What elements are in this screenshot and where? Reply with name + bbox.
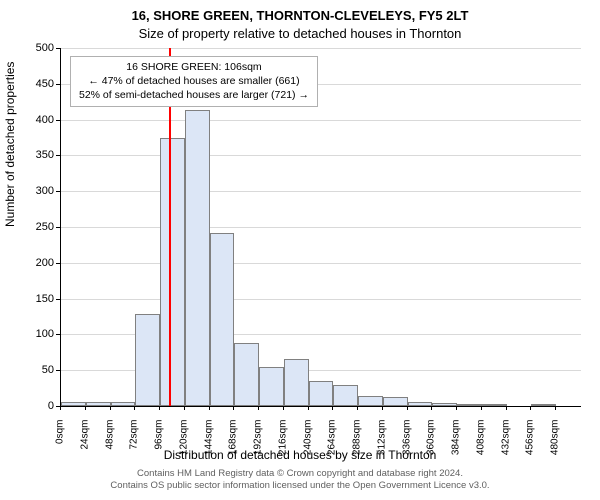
gridline-h bbox=[61, 299, 581, 300]
histogram-bar bbox=[185, 110, 210, 406]
x-tick-mark bbox=[530, 406, 531, 410]
y-tick-label: 300 bbox=[14, 185, 54, 197]
gridline-h bbox=[61, 263, 581, 264]
gridline-h bbox=[61, 191, 581, 192]
histogram-bar bbox=[531, 404, 556, 406]
x-tick-mark bbox=[209, 406, 210, 410]
x-tick-mark bbox=[506, 406, 507, 410]
annotation-line1: 16 SHORE GREEN: 106sqm bbox=[126, 61, 261, 73]
y-tick-mark bbox=[56, 334, 60, 335]
x-tick-label: 24sqm bbox=[79, 420, 90, 470]
gridline-h bbox=[61, 155, 581, 156]
gridline-h bbox=[61, 120, 581, 121]
x-tick-label: 288sqm bbox=[352, 420, 363, 470]
x-tick-mark bbox=[407, 406, 408, 410]
x-tick-label: 0sqm bbox=[55, 420, 66, 470]
histogram-bar bbox=[160, 138, 185, 406]
chart-container: 16, SHORE GREEN, THORNTON-CLEVELEYS, FY5… bbox=[0, 0, 600, 500]
y-tick-mark bbox=[56, 191, 60, 192]
footer-line1: Contains HM Land Registry data © Crown c… bbox=[137, 468, 463, 479]
y-tick-label: 250 bbox=[14, 221, 54, 233]
x-tick-mark bbox=[481, 406, 482, 410]
x-tick-label: 240sqm bbox=[302, 420, 313, 470]
y-tick-label: 350 bbox=[14, 149, 54, 161]
y-tick-mark bbox=[56, 48, 60, 49]
histogram-bar bbox=[284, 359, 309, 406]
x-tick-label: 216sqm bbox=[277, 420, 288, 470]
histogram-bar bbox=[432, 403, 457, 406]
x-tick-label: 360sqm bbox=[426, 420, 437, 470]
histogram-bar bbox=[358, 396, 383, 406]
x-tick-mark bbox=[159, 406, 160, 410]
x-tick-mark bbox=[357, 406, 358, 410]
y-tick-label: 400 bbox=[14, 114, 54, 126]
y-tick-label: 100 bbox=[14, 328, 54, 340]
histogram-bar bbox=[86, 402, 111, 406]
x-tick-label: 72sqm bbox=[129, 420, 140, 470]
x-tick-mark bbox=[134, 406, 135, 410]
x-tick-label: 480sqm bbox=[550, 420, 561, 470]
footer-attribution: Contains HM Land Registry data © Crown c… bbox=[0, 468, 600, 493]
annotation-box: 16 SHORE GREEN: 106sqm ← 47% of detached … bbox=[70, 56, 318, 107]
histogram-bar bbox=[482, 404, 507, 406]
histogram-bar bbox=[111, 402, 136, 406]
y-tick-label: 200 bbox=[14, 257, 54, 269]
histogram-bar bbox=[383, 397, 408, 406]
x-tick-mark bbox=[110, 406, 111, 410]
y-tick-mark bbox=[56, 370, 60, 371]
y-tick-label: 450 bbox=[14, 78, 54, 90]
x-tick-mark bbox=[233, 406, 234, 410]
chart-title-subtitle: Size of property relative to detached ho… bbox=[0, 26, 600, 41]
x-tick-label: 336sqm bbox=[401, 420, 412, 470]
x-tick-label: 144sqm bbox=[203, 420, 214, 470]
chart-title-address: 16, SHORE GREEN, THORNTON-CLEVELEYS, FY5… bbox=[0, 8, 600, 23]
y-tick-mark bbox=[56, 120, 60, 121]
x-tick-mark bbox=[431, 406, 432, 410]
y-tick-label: 500 bbox=[14, 42, 54, 54]
y-tick-mark bbox=[56, 155, 60, 156]
x-tick-label: 456sqm bbox=[525, 420, 536, 470]
x-tick-label: 48sqm bbox=[104, 420, 115, 470]
gridline-h bbox=[61, 227, 581, 228]
x-tick-label: 120sqm bbox=[178, 420, 189, 470]
histogram-bar bbox=[135, 314, 160, 406]
x-tick-mark bbox=[85, 406, 86, 410]
histogram-bar bbox=[210, 233, 235, 406]
x-tick-mark bbox=[258, 406, 259, 410]
x-tick-label: 432sqm bbox=[500, 420, 511, 470]
x-tick-label: 192sqm bbox=[253, 420, 264, 470]
x-tick-mark bbox=[382, 406, 383, 410]
y-tick-mark bbox=[56, 227, 60, 228]
y-tick-mark bbox=[56, 299, 60, 300]
x-tick-mark bbox=[184, 406, 185, 410]
x-tick-label: 96sqm bbox=[154, 420, 165, 470]
y-tick-label: 50 bbox=[14, 364, 54, 376]
annotation-line2: ← 47% of detached houses are smaller (66… bbox=[88, 75, 299, 87]
gridline-h bbox=[61, 48, 581, 49]
x-tick-label: 264sqm bbox=[327, 420, 338, 470]
histogram-bar bbox=[309, 381, 334, 406]
histogram-bar bbox=[408, 402, 433, 406]
footer-line2: Contains OS public sector information li… bbox=[110, 480, 489, 491]
x-tick-mark bbox=[308, 406, 309, 410]
x-tick-mark bbox=[555, 406, 556, 410]
y-tick-mark bbox=[56, 84, 60, 85]
histogram-bar bbox=[61, 402, 86, 406]
x-tick-mark bbox=[456, 406, 457, 410]
x-tick-mark bbox=[283, 406, 284, 410]
y-tick-label: 150 bbox=[14, 293, 54, 305]
annotation-line3: 52% of semi-detached houses are larger (… bbox=[79, 89, 309, 101]
x-tick-label: 312sqm bbox=[376, 420, 387, 470]
x-tick-label: 168sqm bbox=[228, 420, 239, 470]
x-tick-label: 408sqm bbox=[475, 420, 486, 470]
histogram-bar bbox=[457, 404, 482, 406]
histogram-bar bbox=[259, 367, 284, 406]
x-tick-label: 384sqm bbox=[451, 420, 462, 470]
y-tick-label: 0 bbox=[14, 400, 54, 412]
x-tick-mark bbox=[60, 406, 61, 410]
histogram-bar bbox=[333, 385, 358, 406]
histogram-bar bbox=[234, 343, 259, 406]
x-tick-mark bbox=[332, 406, 333, 410]
y-tick-mark bbox=[56, 263, 60, 264]
